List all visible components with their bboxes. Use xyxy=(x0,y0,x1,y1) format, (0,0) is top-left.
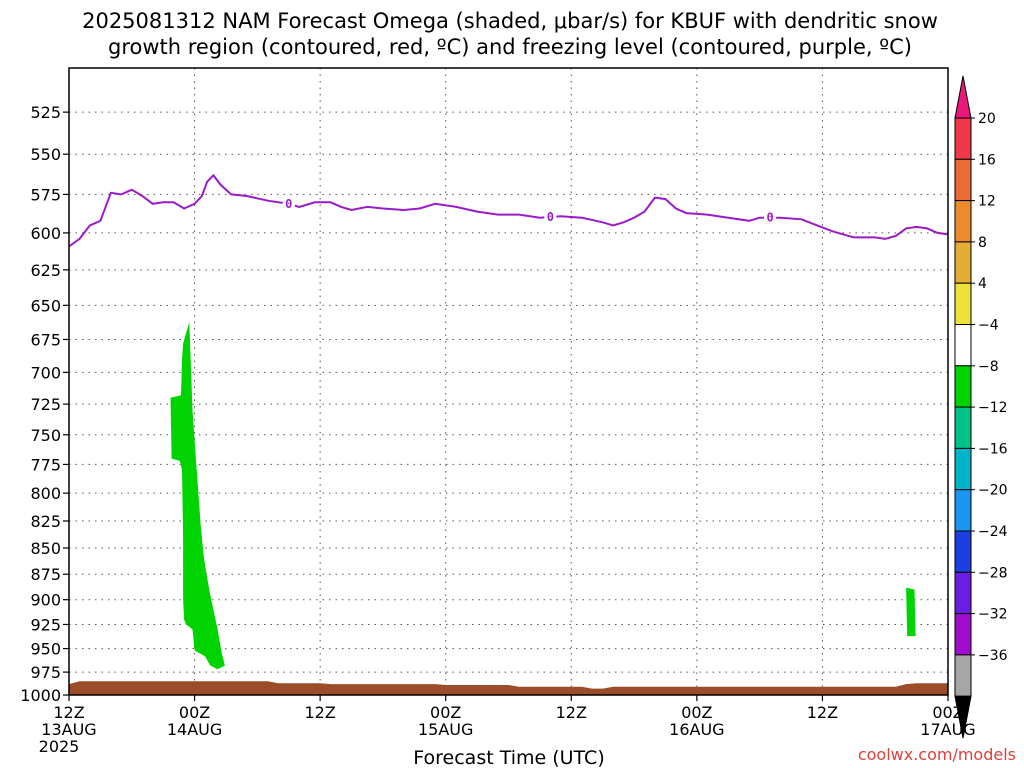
x-tick-label-48-1: 12Z xyxy=(556,703,587,722)
freezing-label-bg-2 xyxy=(544,208,557,225)
colorbar-swatch-8 xyxy=(954,406,972,449)
y-tick-label-525: 525 xyxy=(30,103,61,122)
y-tick-label-800: 800 xyxy=(30,484,61,503)
x-axis-label: Forecast Time (UTC) xyxy=(413,747,604,768)
colorbar-label-2: 16 xyxy=(978,152,996,168)
x-tick-label-36-2: 15AUG xyxy=(418,720,473,739)
omega-region-2 xyxy=(906,587,916,637)
freezing-label-bg-3 xyxy=(764,209,777,226)
freezing-level-contour: 0 0 0 xyxy=(68,173,949,248)
freezing-level-label-3: 0 xyxy=(766,211,773,225)
y-tick-label-900: 900 xyxy=(30,591,61,610)
colorbar-swatch-1 xyxy=(954,117,972,160)
y-tick-label-975: 975 xyxy=(30,663,61,682)
y-tick-label-850: 850 xyxy=(30,539,61,558)
freezing-level-label-2: 0 xyxy=(547,210,554,224)
x-tick-label-84-1: 00Z xyxy=(932,703,963,722)
colorbar-swatch-13 xyxy=(954,613,972,656)
y-axis-ticks: 525 550 575 600 625 650 675 700 725 750 775 800 825 8… xyxy=(20,103,69,705)
grid-lines xyxy=(69,68,948,695)
credit-text: coolwx.com/models xyxy=(858,745,1016,764)
x-tick-label-60-1: 00Z xyxy=(681,703,712,722)
y-tick-label-950: 950 xyxy=(30,640,61,659)
chart-title-line2: growth region (contoured, red, ºC) and f… xyxy=(108,35,912,59)
colorbar-swatch-7 xyxy=(954,365,972,408)
y-tick-label-600: 600 xyxy=(30,224,61,243)
colorbar-swatch-5 xyxy=(954,282,972,326)
colorbar-swatch-12 xyxy=(954,571,972,615)
terrain-fill xyxy=(69,681,948,695)
freezing-level-line xyxy=(68,173,949,248)
y-tick-label-575: 575 xyxy=(30,185,61,204)
colorbar-swatch-4 xyxy=(954,241,972,284)
colorbar-label-1: 20 xyxy=(978,111,996,127)
y-tick-label-925: 925 xyxy=(30,615,61,634)
colorbar-label-12: −28 xyxy=(978,565,1008,581)
colorbar-label-7: −8 xyxy=(978,359,999,375)
colorbar-label-6: −4 xyxy=(978,318,999,334)
omega-colorbar: 20 16 12 8 4 −4 −8 −12 −16 −20 −24 −28 −32 −36 xyxy=(954,75,1008,739)
y-tick-label-1000: 1000 xyxy=(20,686,61,705)
y-tick-label-675: 675 xyxy=(30,330,61,349)
terrain-layer xyxy=(69,681,948,695)
x-tick-label-72-1: 12Z xyxy=(807,703,838,722)
x-tick-label-0-3: 2025 xyxy=(39,737,80,756)
colorbar-swatch-2 xyxy=(954,158,972,202)
x-tick-label-24-1: 12Z xyxy=(304,703,335,722)
x-tick-label-12-1: 00Z xyxy=(179,703,210,722)
freezing-level-label-1: 0 xyxy=(285,197,292,211)
x-tick-label-36-1: 00Z xyxy=(430,703,461,722)
freezing-label-bg-1 xyxy=(282,195,295,212)
colorbar-swatch-3 xyxy=(954,200,972,243)
colorbar-swatch-10 xyxy=(954,489,972,532)
colorbar-swatch-11 xyxy=(954,530,972,573)
colorbar-label-3: 12 xyxy=(978,194,996,210)
y-tick-label-775: 775 xyxy=(30,455,61,474)
x-tick-label-0-2: 13AUG xyxy=(41,720,96,739)
plot-frame xyxy=(68,67,949,696)
x-tick-label-12-2: 14AUG xyxy=(167,720,222,739)
colorbar-label-8: −12 xyxy=(978,400,1008,416)
colorbar-label-14: −36 xyxy=(978,648,1008,664)
x-tick-label-0-1: 12Z xyxy=(53,703,84,722)
colorbar-swatch-9 xyxy=(954,447,972,491)
omega-shading xyxy=(170,321,916,670)
y-tick-label-700: 700 xyxy=(30,363,61,382)
y-tick-label-550: 550 xyxy=(30,145,61,164)
colorbar-swatch-6 xyxy=(954,324,972,367)
omega-region-1 xyxy=(170,321,225,670)
x-tick-label-60-2: 16AUG xyxy=(669,720,724,739)
y-tick-label-750: 750 xyxy=(30,426,61,445)
y-tick-label-875: 875 xyxy=(30,565,61,584)
colorbar-label-4: 8 xyxy=(978,235,987,251)
colorbar-label-13: −32 xyxy=(978,607,1008,623)
chart-title-line1: 2025081312 NAM Forecast Omega (shaded, μ… xyxy=(82,9,938,33)
colorbar-swatch-14 xyxy=(954,654,972,697)
y-tick-label-725: 725 xyxy=(30,395,61,414)
y-tick-label-625: 625 xyxy=(30,261,61,280)
y-tick-label-650: 650 xyxy=(30,296,61,315)
colorbar-label-10: −20 xyxy=(978,483,1008,499)
colorbar-label-9: −16 xyxy=(978,441,1008,457)
colorbar-top-arrow xyxy=(954,75,972,119)
colorbar-label-5: 4 xyxy=(978,276,987,292)
y-tick-label-825: 825 xyxy=(30,512,61,531)
colorbar-bottom-arrow xyxy=(954,695,972,739)
colorbar-label-11: −24 xyxy=(978,524,1008,540)
x-tick-label-84-2: 17AUG xyxy=(920,720,975,739)
